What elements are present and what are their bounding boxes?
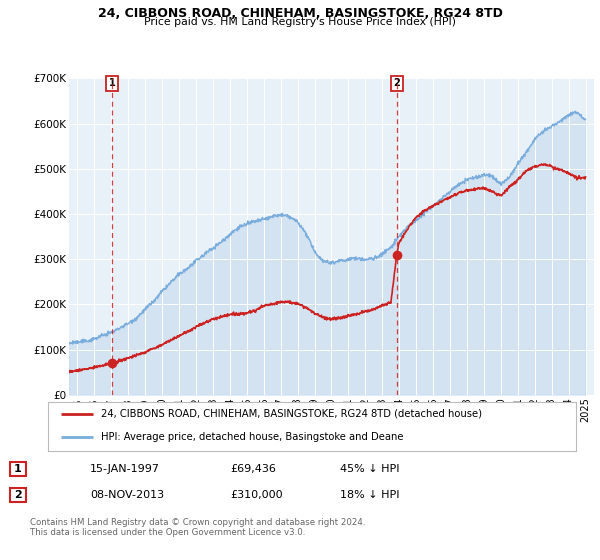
Text: 24, CIBBONS ROAD, CHINEHAM, BASINGSTOKE, RG24 8TD: 24, CIBBONS ROAD, CHINEHAM, BASINGSTOKE,… — [98, 7, 502, 20]
Text: 15-JAN-1997: 15-JAN-1997 — [90, 464, 160, 474]
Text: 1: 1 — [109, 78, 115, 88]
FancyBboxPatch shape — [10, 463, 26, 476]
Text: £69,436: £69,436 — [230, 464, 276, 474]
Text: 1: 1 — [14, 464, 22, 474]
Text: Price paid vs. HM Land Registry's House Price Index (HPI): Price paid vs. HM Land Registry's House … — [144, 17, 456, 27]
Text: Contains HM Land Registry data © Crown copyright and database right 2024.
This d: Contains HM Land Registry data © Crown c… — [30, 518, 365, 538]
Text: 2: 2 — [14, 490, 22, 500]
Text: HPI: Average price, detached house, Basingstoke and Deane: HPI: Average price, detached house, Basi… — [101, 432, 403, 442]
Text: 2: 2 — [394, 78, 400, 88]
Text: 24, CIBBONS ROAD, CHINEHAM, BASINGSTOKE, RG24 8TD (detached house): 24, CIBBONS ROAD, CHINEHAM, BASINGSTOKE,… — [101, 409, 482, 419]
Text: 45% ↓ HPI: 45% ↓ HPI — [340, 464, 400, 474]
Text: 18% ↓ HPI: 18% ↓ HPI — [340, 490, 400, 500]
FancyBboxPatch shape — [10, 488, 26, 502]
Text: 08-NOV-2013: 08-NOV-2013 — [90, 490, 164, 500]
Text: £310,000: £310,000 — [230, 490, 283, 500]
